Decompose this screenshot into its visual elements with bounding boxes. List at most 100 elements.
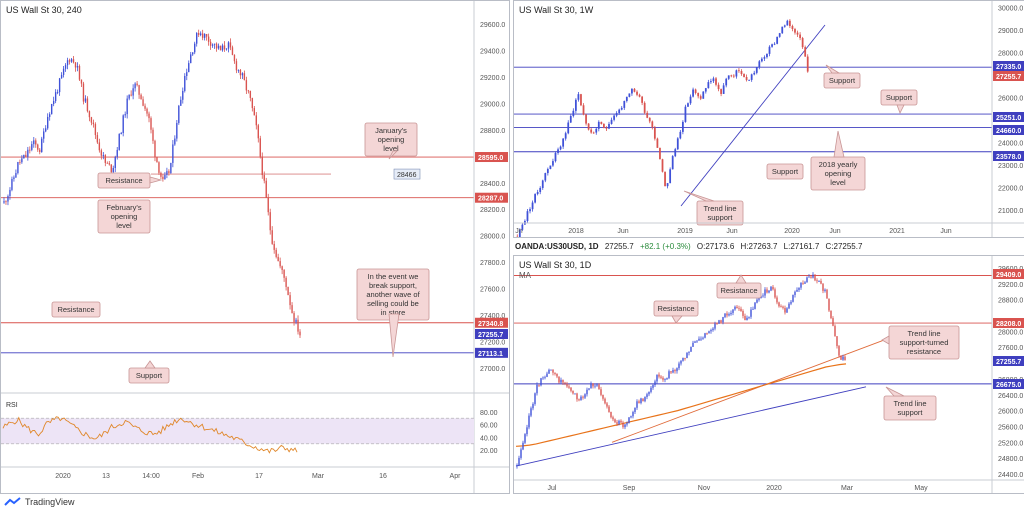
candle-body <box>766 289 768 293</box>
candle-body <box>748 79 751 81</box>
candle-body <box>287 286 289 296</box>
candle-body <box>630 416 632 418</box>
time-tick-label: 14:00 <box>142 473 160 480</box>
candle-body <box>546 373 548 377</box>
candle-body <box>752 308 754 310</box>
candle-body <box>15 173 17 178</box>
candle-body <box>610 411 612 418</box>
candle-body <box>68 60 71 62</box>
price-label-text: 28208.0 <box>996 321 1021 328</box>
candle-body <box>574 99 577 111</box>
candle-body <box>642 398 644 402</box>
candle-body <box>126 98 128 115</box>
candle-body <box>763 57 766 59</box>
candle-body <box>546 168 549 174</box>
candle-body <box>227 42 230 49</box>
left-chart-panel[interactable]: 29600.029400.029200.029000.028800.028600… <box>0 0 510 494</box>
candle-body <box>654 381 656 386</box>
weekly-time-tick: Jun <box>617 228 628 235</box>
candle-body <box>154 140 156 157</box>
candle-body <box>686 352 688 359</box>
candle-body <box>698 338 700 341</box>
candle-body <box>277 256 279 262</box>
candle-body <box>5 201 7 203</box>
left-chart-canvas[interactable]: 29600.029400.029200.029000.028800.028600… <box>1 1 509 493</box>
weekly-chart-canvas[interactable]: 30000.0 29000.0 28000.0 26000.0 24000.0 23000… <box>514 1 1024 237</box>
candle-body <box>221 45 224 51</box>
candle-body <box>720 89 722 94</box>
candle-body <box>130 94 132 96</box>
candle-body <box>518 457 520 466</box>
time-tick-label: Mar <box>312 473 325 480</box>
candle-body <box>676 368 678 372</box>
candle-body <box>148 113 150 119</box>
candle-body <box>750 309 752 317</box>
event-note-callout-text: another wave of <box>366 290 420 299</box>
candle-body <box>580 396 582 401</box>
weekly-time-tick: Jun <box>829 228 840 235</box>
candle-body <box>708 331 710 334</box>
candle-body <box>638 401 640 403</box>
candle-body <box>656 138 659 148</box>
yearly-opening-callout-tail <box>833 130 845 158</box>
candle-body <box>806 277 808 283</box>
time-tick-label: 2020 <box>55 473 71 480</box>
tradingview-logo[interactable]: TradingView <box>4 497 75 507</box>
yearly-opening-callout-text: opening <box>825 169 852 178</box>
candle-body <box>564 382 566 384</box>
daily-chart-canvas[interactable]: 29600.029200.028800.028000.027600.027200… <box>514 256 1024 493</box>
candle-body <box>17 162 19 174</box>
price-tick-label: 29600.0 <box>480 22 505 29</box>
candle-body <box>715 78 717 85</box>
weekly-chart-panel[interactable]: 30000.0 29000.0 28000.0 26000.0 24000.0 23000… <box>513 0 1024 238</box>
candle-body <box>536 384 538 394</box>
candle-body <box>585 114 587 124</box>
price-tick-label: 29000.0 <box>998 28 1023 35</box>
candle-body <box>564 133 567 139</box>
candle-body <box>267 197 269 213</box>
candle-body <box>832 318 834 326</box>
candle-body <box>646 112 649 118</box>
candle-body <box>180 99 182 106</box>
candle-body <box>643 102 646 113</box>
candle-body <box>613 115 615 120</box>
candle-body <box>530 408 532 416</box>
candle-body <box>21 158 23 163</box>
candle-body <box>132 88 134 96</box>
candle-body <box>604 398 606 404</box>
price-label-box <box>993 112 1024 122</box>
candle-body <box>529 209 531 212</box>
candle-body <box>552 369 554 373</box>
candle-body <box>116 149 118 157</box>
candle-body <box>608 406 610 412</box>
candle-body <box>674 370 676 372</box>
candle-body <box>762 295 764 297</box>
price-label-text: 27340.8 <box>478 321 503 328</box>
candle-body <box>724 313 726 318</box>
candle-body <box>576 393 578 400</box>
candle-body <box>730 75 733 77</box>
candle-body <box>830 310 832 319</box>
candle-body <box>760 58 763 62</box>
candle-body <box>152 129 154 141</box>
candle-body <box>518 229 521 237</box>
rsi-band <box>1 418 474 444</box>
candle-body <box>714 323 716 329</box>
candle-body <box>738 70 740 72</box>
weekly-time-tick: Jun <box>726 228 737 235</box>
candle-body <box>704 88 707 92</box>
candle-body <box>636 91 638 95</box>
candle-body <box>758 298 760 300</box>
daily-time-tick: Sep <box>623 485 636 492</box>
candle-body <box>293 313 295 322</box>
price-label-text: 27255.7 <box>478 332 503 339</box>
candle-body <box>80 79 83 84</box>
candle-body <box>666 183 669 187</box>
candle-body <box>13 177 15 179</box>
daily-chart-panel[interactable]: 29600.029200.028800.028000.027600.027200… <box>513 255 1024 494</box>
candle-body <box>799 34 801 39</box>
candle-body <box>90 117 93 123</box>
candle-body <box>800 282 802 288</box>
candle-body <box>528 415 530 428</box>
candle-body <box>289 295 291 306</box>
